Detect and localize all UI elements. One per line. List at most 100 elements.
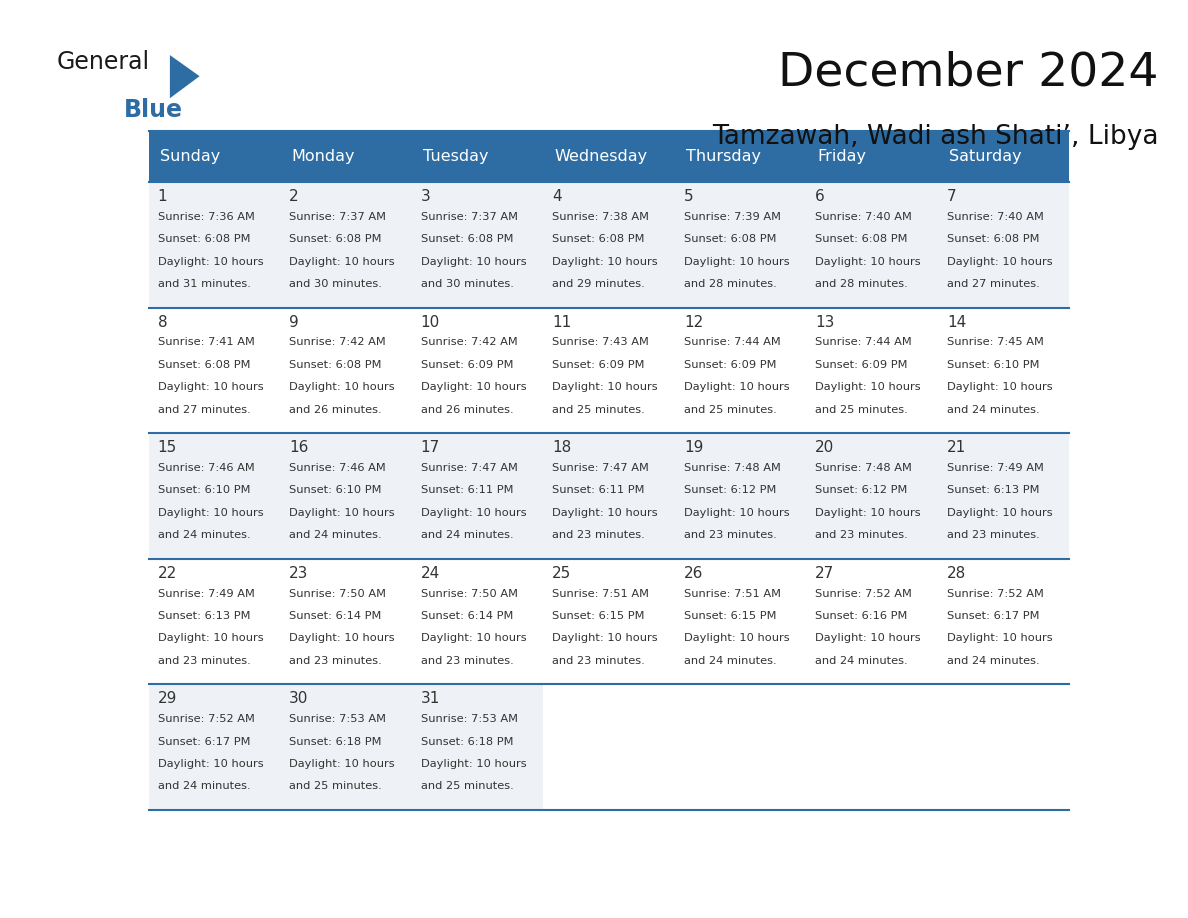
- Text: Blue: Blue: [124, 98, 183, 122]
- Text: Sunrise: 7:39 AM: Sunrise: 7:39 AM: [684, 212, 781, 222]
- Text: Sunday: Sunday: [159, 150, 220, 164]
- Text: Sunset: 6:15 PM: Sunset: 6:15 PM: [552, 611, 645, 621]
- Text: Sunrise: 7:45 AM: Sunrise: 7:45 AM: [947, 338, 1044, 348]
- Text: Sunrise: 7:50 AM: Sunrise: 7:50 AM: [289, 588, 386, 599]
- Text: 31: 31: [421, 691, 440, 707]
- Bar: [675, 559, 807, 685]
- Bar: [675, 183, 807, 308]
- Text: 17: 17: [421, 441, 440, 455]
- Text: and 30 minutes.: and 30 minutes.: [421, 279, 513, 289]
- Bar: [675, 433, 807, 559]
- Text: 30: 30: [289, 691, 309, 707]
- Text: 28: 28: [947, 565, 966, 581]
- Text: and 24 minutes.: and 24 minutes.: [684, 655, 777, 666]
- Bar: [148, 433, 280, 559]
- Text: Sunrise: 7:41 AM: Sunrise: 7:41 AM: [158, 338, 254, 348]
- Bar: [807, 308, 937, 433]
- Text: Sunrise: 7:53 AM: Sunrise: 7:53 AM: [421, 714, 518, 724]
- Text: 26: 26: [684, 565, 703, 581]
- Text: Daylight: 10 hours: Daylight: 10 hours: [684, 382, 790, 392]
- Text: Daylight: 10 hours: Daylight: 10 hours: [815, 382, 921, 392]
- Text: 14: 14: [947, 315, 966, 330]
- Text: Sunset: 6:11 PM: Sunset: 6:11 PM: [552, 486, 645, 496]
- Text: Sunset: 6:08 PM: Sunset: 6:08 PM: [158, 234, 251, 244]
- Text: Wednesday: Wednesday: [554, 150, 647, 164]
- Text: Sunrise: 7:48 AM: Sunrise: 7:48 AM: [815, 463, 912, 473]
- Text: and 28 minutes.: and 28 minutes.: [815, 279, 908, 289]
- Text: and 23 minutes.: and 23 minutes.: [552, 531, 645, 541]
- Text: Sunset: 6:12 PM: Sunset: 6:12 PM: [815, 486, 908, 496]
- Text: Daylight: 10 hours: Daylight: 10 hours: [421, 382, 526, 392]
- Text: Daylight: 10 hours: Daylight: 10 hours: [684, 508, 790, 518]
- Text: Sunset: 6:08 PM: Sunset: 6:08 PM: [815, 234, 908, 244]
- Text: Sunset: 6:11 PM: Sunset: 6:11 PM: [421, 486, 513, 496]
- Text: Sunrise: 7:53 AM: Sunrise: 7:53 AM: [289, 714, 386, 724]
- Text: 3: 3: [421, 189, 430, 205]
- Text: and 25 minutes.: and 25 minutes.: [421, 781, 513, 791]
- Bar: [937, 433, 1069, 559]
- Text: Sunrise: 7:51 AM: Sunrise: 7:51 AM: [684, 588, 781, 599]
- Bar: [280, 183, 411, 308]
- Bar: [411, 685, 543, 810]
- Text: Daylight: 10 hours: Daylight: 10 hours: [552, 257, 658, 267]
- Text: 10: 10: [421, 315, 440, 330]
- Text: and 31 minutes.: and 31 minutes.: [158, 279, 251, 289]
- Text: Friday: Friday: [817, 150, 866, 164]
- Text: 2: 2: [289, 189, 299, 205]
- Text: and 25 minutes.: and 25 minutes.: [289, 781, 383, 791]
- Bar: [807, 433, 937, 559]
- Text: Sunset: 6:08 PM: Sunset: 6:08 PM: [421, 234, 513, 244]
- Text: 9: 9: [289, 315, 299, 330]
- Text: Sunset: 6:08 PM: Sunset: 6:08 PM: [289, 360, 381, 370]
- Text: and 23 minutes.: and 23 minutes.: [815, 531, 908, 541]
- Text: Sunset: 6:10 PM: Sunset: 6:10 PM: [947, 360, 1040, 370]
- Bar: [937, 308, 1069, 433]
- Text: Sunset: 6:15 PM: Sunset: 6:15 PM: [684, 611, 776, 621]
- Text: 21: 21: [947, 441, 966, 455]
- Text: Daylight: 10 hours: Daylight: 10 hours: [552, 508, 658, 518]
- Text: Sunset: 6:18 PM: Sunset: 6:18 PM: [289, 736, 381, 746]
- Text: Sunrise: 7:50 AM: Sunrise: 7:50 AM: [421, 588, 518, 599]
- Text: Sunset: 6:13 PM: Sunset: 6:13 PM: [947, 486, 1040, 496]
- Text: and 23 minutes.: and 23 minutes.: [947, 531, 1040, 541]
- Text: Sunrise: 7:38 AM: Sunrise: 7:38 AM: [552, 212, 650, 222]
- Text: and 24 minutes.: and 24 minutes.: [947, 655, 1040, 666]
- Text: 18: 18: [552, 441, 571, 455]
- Text: December 2024: December 2024: [778, 50, 1158, 95]
- Text: Daylight: 10 hours: Daylight: 10 hours: [421, 508, 526, 518]
- Text: 6: 6: [815, 189, 826, 205]
- Text: 13: 13: [815, 315, 835, 330]
- Text: Sunrise: 7:52 AM: Sunrise: 7:52 AM: [158, 714, 254, 724]
- Text: Daylight: 10 hours: Daylight: 10 hours: [947, 257, 1053, 267]
- Text: 11: 11: [552, 315, 571, 330]
- Bar: [807, 559, 937, 685]
- Text: and 24 minutes.: and 24 minutes.: [158, 781, 251, 791]
- Text: Sunset: 6:17 PM: Sunset: 6:17 PM: [947, 611, 1040, 621]
- Text: Sunrise: 7:42 AM: Sunrise: 7:42 AM: [289, 338, 386, 348]
- Text: and 24 minutes.: and 24 minutes.: [289, 531, 381, 541]
- Text: Daylight: 10 hours: Daylight: 10 hours: [158, 257, 264, 267]
- Bar: [411, 559, 543, 685]
- Text: 16: 16: [289, 441, 309, 455]
- Bar: [675, 308, 807, 433]
- Text: and 29 minutes.: and 29 minutes.: [552, 279, 645, 289]
- Text: Tuesday: Tuesday: [423, 150, 488, 164]
- Text: Daylight: 10 hours: Daylight: 10 hours: [421, 759, 526, 769]
- Text: Daylight: 10 hours: Daylight: 10 hours: [289, 508, 394, 518]
- Text: Sunset: 6:08 PM: Sunset: 6:08 PM: [552, 234, 645, 244]
- Text: 8: 8: [158, 315, 168, 330]
- Text: Tamzawah, Wadi ash Shati’, Libya: Tamzawah, Wadi ash Shati’, Libya: [712, 124, 1158, 150]
- Text: and 25 minutes.: and 25 minutes.: [684, 405, 777, 415]
- Text: and 25 minutes.: and 25 minutes.: [552, 405, 645, 415]
- Text: 19: 19: [684, 441, 703, 455]
- Bar: [148, 131, 1069, 183]
- Text: Daylight: 10 hours: Daylight: 10 hours: [684, 257, 790, 267]
- Text: Sunset: 6:14 PM: Sunset: 6:14 PM: [289, 611, 381, 621]
- Text: Sunrise: 7:52 AM: Sunrise: 7:52 AM: [815, 588, 912, 599]
- Text: Sunset: 6:08 PM: Sunset: 6:08 PM: [289, 234, 381, 244]
- Text: and 23 minutes.: and 23 minutes.: [158, 655, 251, 666]
- Text: Sunrise: 7:48 AM: Sunrise: 7:48 AM: [684, 463, 781, 473]
- Text: Sunrise: 7:51 AM: Sunrise: 7:51 AM: [552, 588, 650, 599]
- Bar: [543, 183, 675, 308]
- Text: Sunrise: 7:40 AM: Sunrise: 7:40 AM: [815, 212, 912, 222]
